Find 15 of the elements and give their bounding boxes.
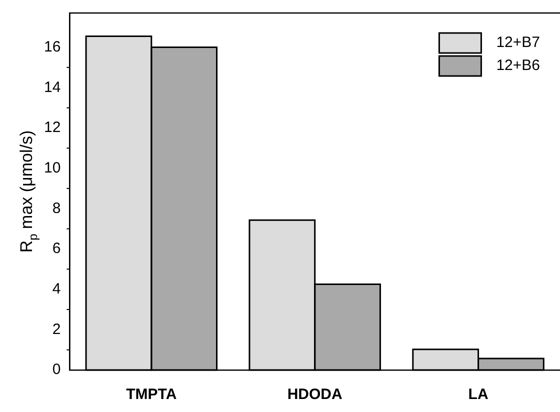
y-tick-label: 14: [44, 78, 61, 96]
y-axis-title: Rp max (μmol/s): [17, 130, 40, 253]
y-tick-label: 8: [52, 200, 61, 217]
x-tick-label: TMPTA: [126, 386, 177, 404]
y-tick-label: 16: [44, 38, 61, 56]
x-tick-label: HDODA: [287, 386, 343, 404]
y-tick-label: 0: [52, 361, 61, 378]
y-tick-label: 10: [44, 159, 61, 176]
y-tick-label: 6: [52, 240, 61, 258]
y-tick-label: 12: [44, 119, 61, 136]
legend-label: 12+B7: [496, 34, 540, 52]
legend-label: 12+B6: [496, 57, 540, 74]
x-tick-label: LA: [468, 386, 488, 404]
y-tick-label: 2: [52, 320, 61, 338]
y-tick-label: 4: [52, 280, 61, 298]
